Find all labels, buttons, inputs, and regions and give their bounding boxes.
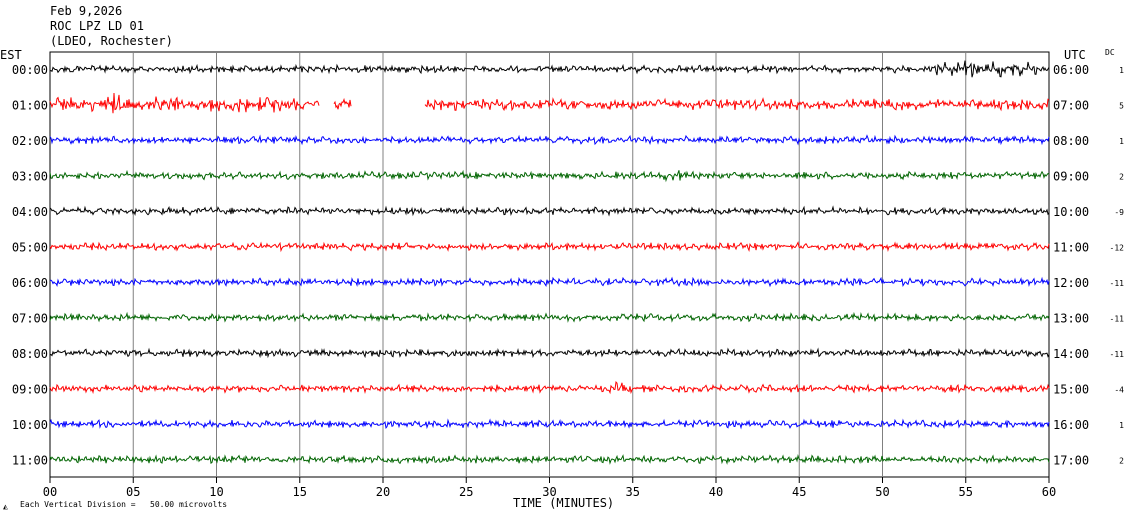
est-time-label: 00:00: [12, 63, 48, 77]
trace-line: [49, 205, 1050, 217]
dc-column-label: DC: [1105, 48, 1115, 57]
x-tick-label: 20: [376, 485, 390, 499]
dc-offset-value: -11: [1110, 350, 1125, 359]
dc-offset-value: -12: [1110, 244, 1125, 253]
est-time-label: 11:00: [12, 454, 48, 468]
x-tick-label: 40: [709, 485, 723, 499]
dc-offset-value: 1: [1119, 137, 1124, 146]
trace-line: [49, 418, 1050, 430]
est-time-label: 09:00: [12, 383, 48, 397]
dc-offset-value: -4: [1114, 386, 1124, 395]
dc-offset-value: 2: [1119, 173, 1124, 182]
station-name: ROC LPZ LD 01: [50, 19, 144, 33]
trace-line: [49, 381, 1050, 395]
x-tick-label: 60: [1042, 485, 1056, 499]
est-time-label: 04:00: [12, 205, 48, 219]
utc-time-label: 09:00: [1053, 170, 1089, 184]
utc-time-label: 17:00: [1053, 454, 1089, 468]
dc-offset-value: -11: [1110, 315, 1125, 324]
x-tick-label: 05: [126, 485, 140, 499]
trace-line: [49, 276, 1050, 288]
utc-time-label: 13:00: [1053, 312, 1089, 326]
x-tick-label: 15: [293, 485, 307, 499]
est-time-label: 05:00: [12, 241, 48, 255]
footer-marker-icon: ◭: [3, 502, 8, 511]
est-time-label: 08:00: [12, 347, 48, 361]
utc-time-label: 11:00: [1053, 241, 1089, 255]
utc-time-label: 08:00: [1053, 134, 1089, 148]
trace-line: [49, 311, 1050, 323]
trace-line: [49, 453, 1050, 465]
est-time-label: 06:00: [12, 276, 48, 290]
x-tick-label: 45: [792, 485, 806, 499]
trace-line: [49, 134, 1050, 146]
x-tick-label: 35: [626, 485, 640, 499]
x-tick-label: 00: [43, 485, 57, 499]
dc-offset-value: 1: [1119, 66, 1124, 75]
chart-date: Feb 9,2026: [50, 4, 123, 18]
est-time-label: 07:00: [12, 312, 48, 326]
utc-time-label: 16:00: [1053, 418, 1089, 432]
est-time-label: 01:00: [12, 99, 48, 113]
right-timezone-label: UTC: [1064, 48, 1086, 62]
utc-time-label: 14:00: [1053, 347, 1089, 361]
trace-line: [49, 241, 1050, 253]
est-time-label: 03:00: [12, 170, 48, 184]
utc-time-label: 12:00: [1053, 276, 1089, 290]
utc-time-label: 15:00: [1053, 383, 1089, 397]
utc-time-label: 06:00: [1053, 63, 1089, 77]
trace-line: [49, 347, 1050, 359]
trace-line: [49, 60, 1050, 78]
dc-offset-value: 2: [1119, 457, 1124, 466]
left-timezone-label: EST: [0, 48, 22, 62]
trace-line: [49, 92, 1050, 114]
x-tick-label: 25: [459, 485, 473, 499]
network-name: (LDEO, Rochester): [50, 34, 173, 48]
dc-offset-value: 1: [1119, 421, 1124, 430]
scale-note: Each Vertical Division = 50.00 microvolt…: [20, 500, 228, 509]
x-tick-label: 55: [959, 485, 973, 499]
est-time-label: 10:00: [12, 418, 48, 432]
x-tick-label: 10: [209, 485, 223, 499]
trace-line: [49, 169, 1050, 183]
dc-offset-value: -11: [1110, 279, 1125, 288]
utc-time-label: 10:00: [1053, 205, 1089, 219]
est-time-label: 02:00: [12, 134, 48, 148]
dc-offset-value: -9: [1114, 208, 1124, 217]
dc-offset-value: 5: [1119, 102, 1124, 111]
x-tick-label: 50: [875, 485, 889, 499]
x-tick-label: 30: [542, 485, 556, 499]
utc-time-label: 07:00: [1053, 99, 1089, 113]
x-axis-title: TIME (MINUTES): [513, 496, 615, 510]
